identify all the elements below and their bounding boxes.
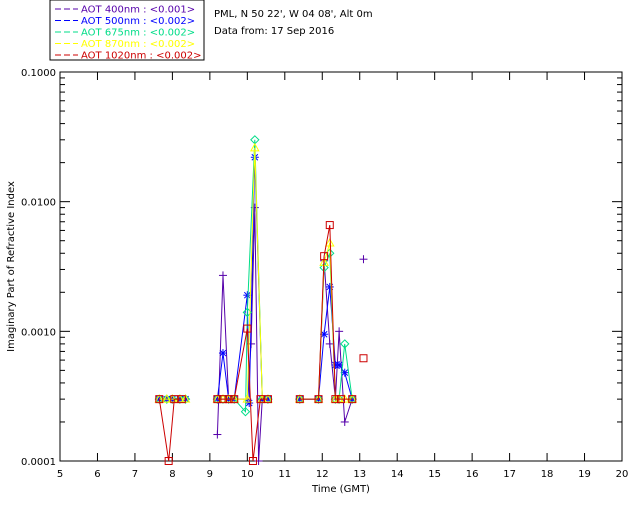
x-tick-label: 5 xyxy=(57,469,63,480)
data-point xyxy=(213,430,222,439)
y-tick-label: 0.0001 xyxy=(21,457,56,468)
data-point xyxy=(242,394,253,403)
data-point xyxy=(254,457,263,465)
data-point xyxy=(325,282,334,291)
y-tick-label: 0.0100 xyxy=(21,198,56,209)
data-point xyxy=(230,395,239,404)
legend-entry: AOT 400nm : <0.001> xyxy=(55,5,195,16)
legend-label: AOT 1020nm : <0.002> xyxy=(81,51,201,62)
x-axis-label: Time (GMT) xyxy=(311,484,370,495)
data-point xyxy=(314,395,323,404)
y-tick-label: 0.0010 xyxy=(21,327,56,338)
x-tick-label: 13 xyxy=(353,469,366,480)
x-tick-label: 7 xyxy=(132,469,138,480)
data-point xyxy=(224,395,233,404)
data-point xyxy=(340,417,349,426)
site-info: PML, N 50 22', W 04 08', Alt 0m xyxy=(214,9,373,20)
legend-box xyxy=(49,0,205,61)
data-point xyxy=(340,339,350,349)
data-point xyxy=(320,330,329,339)
data-point xyxy=(337,395,345,404)
y-tick-label: 0.1000 xyxy=(21,68,56,79)
data-point xyxy=(155,395,164,404)
series-5 xyxy=(155,221,368,465)
data-point xyxy=(240,406,251,417)
x-tick-label: 9 xyxy=(207,469,213,480)
axis-ticks: 5 6 7 8 9 10 11 12 13 14 15 16 17 18 19 20 0.0001 0.0010 0… xyxy=(21,68,628,480)
data-point xyxy=(218,395,227,404)
data-point xyxy=(161,394,172,403)
data-point xyxy=(325,339,334,348)
data-point xyxy=(340,368,349,377)
legend-label: AOT 400nm : <0.001> xyxy=(81,5,195,16)
legend-label: AOT 675nm : <0.002> xyxy=(81,28,195,39)
x-tick-label: 19 xyxy=(578,469,591,480)
x-tick-label: 18 xyxy=(541,469,554,480)
data-point xyxy=(243,324,252,333)
data-point xyxy=(164,457,173,465)
data-point xyxy=(335,327,344,336)
data-point xyxy=(248,457,257,465)
x-tick-label: 20 xyxy=(616,469,629,480)
legend: AOT 400nm : <0.001>AOT 500nm : <0.002>AO… xyxy=(49,0,205,62)
data-point xyxy=(359,354,368,363)
legend-label: AOT 500nm : <0.002> xyxy=(81,16,195,27)
data-point xyxy=(218,271,227,280)
x-tick-label: 17 xyxy=(503,469,516,480)
x-tick-label: 10 xyxy=(241,469,254,480)
data-point xyxy=(325,221,334,230)
data-point xyxy=(295,395,304,404)
data-point xyxy=(331,395,340,404)
legend-entry: AOT 500nm : <0.002> xyxy=(55,16,195,27)
x-tick-label: 15 xyxy=(428,469,441,480)
data-point xyxy=(213,395,222,404)
x-tick-label: 6 xyxy=(94,469,100,480)
legend-entry: AOT 1020nm : <0.002> xyxy=(55,51,201,62)
data-point xyxy=(348,395,357,404)
data-point xyxy=(218,349,227,358)
legend-entry: AOT 675nm : <0.002> xyxy=(55,28,195,39)
date-info: Data from: 17 Sep 2016 xyxy=(214,26,334,37)
data-point xyxy=(324,237,335,247)
plot-frame xyxy=(59,71,623,462)
series-layer xyxy=(154,135,368,465)
x-tick-label: 16 xyxy=(466,469,479,480)
x-tick-label: 11 xyxy=(278,469,291,480)
legend-entry: AOT 870nm : <0.002> xyxy=(55,39,195,50)
data-point xyxy=(249,142,260,152)
y-axis-label: Imaginary Part of Refractive Index xyxy=(6,181,17,352)
x-tick-label: 8 xyxy=(169,469,175,480)
legend-label: AOT 870nm : <0.002> xyxy=(81,39,195,50)
x-tick-label: 12 xyxy=(316,469,329,480)
data-point xyxy=(359,255,368,264)
x-tick-label: 14 xyxy=(391,469,404,480)
data-point xyxy=(335,360,344,369)
data-point xyxy=(245,399,254,408)
data-point xyxy=(320,252,329,261)
data-point xyxy=(263,395,272,404)
data-point xyxy=(177,395,186,404)
